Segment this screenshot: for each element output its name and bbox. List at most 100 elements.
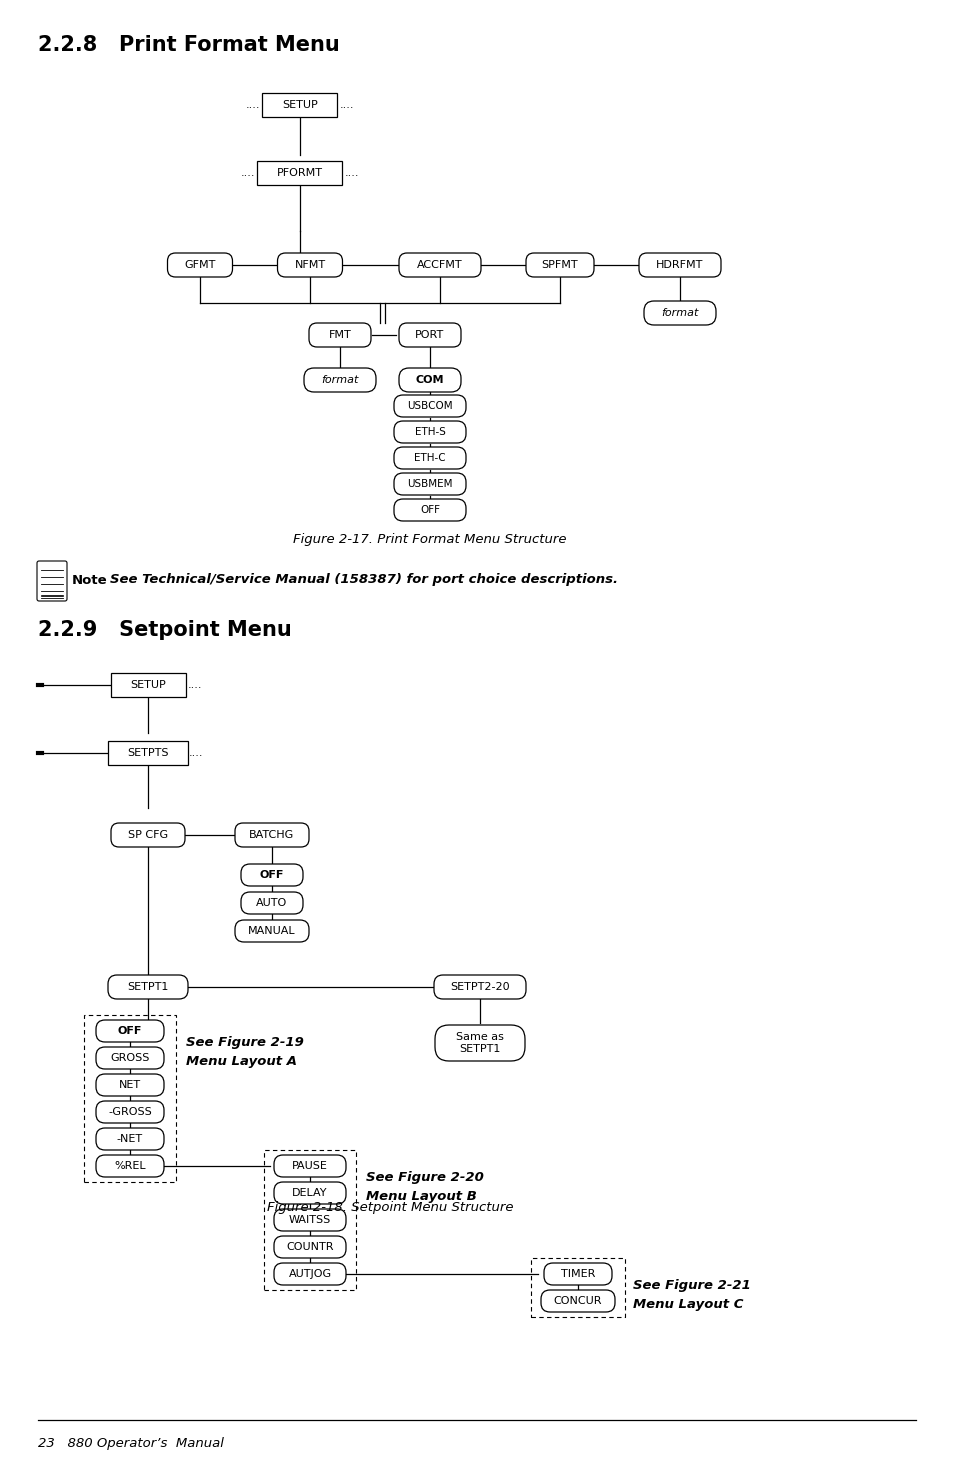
- Text: COUNTR: COUNTR: [286, 1242, 334, 1252]
- Bar: [84, 1015, 175, 1181]
- Text: SP CFG: SP CFG: [128, 830, 168, 839]
- Text: format: format: [321, 375, 358, 385]
- FancyBboxPatch shape: [96, 1074, 164, 1096]
- FancyBboxPatch shape: [96, 1100, 164, 1122]
- Text: PFORMT: PFORMT: [276, 168, 323, 178]
- Text: 23   880 Operator’s  Manual: 23 880 Operator’s Manual: [38, 1437, 224, 1450]
- Text: SETUP: SETUP: [282, 100, 317, 111]
- Text: %REL: %REL: [114, 1161, 146, 1171]
- FancyBboxPatch shape: [96, 1047, 164, 1069]
- Text: AUTJOG: AUTJOG: [288, 1268, 332, 1279]
- FancyBboxPatch shape: [277, 254, 342, 277]
- FancyBboxPatch shape: [643, 301, 716, 324]
- Text: See Figure 2-20
Menu Layout B: See Figure 2-20 Menu Layout B: [366, 1171, 483, 1204]
- Bar: [262, 93, 337, 117]
- Text: ....: ....: [245, 100, 260, 111]
- Bar: [257, 161, 342, 184]
- FancyBboxPatch shape: [639, 254, 720, 277]
- Text: PAUSE: PAUSE: [292, 1161, 328, 1171]
- Bar: [111, 673, 185, 698]
- Text: See Figure 2-19
Menu Layout A: See Figure 2-19 Menu Layout A: [186, 1035, 304, 1068]
- Text: BATCHG: BATCHG: [249, 830, 294, 839]
- Text: PORT: PORT: [415, 330, 444, 341]
- Bar: [264, 1150, 355, 1291]
- Text: HDRFMT: HDRFMT: [656, 260, 703, 270]
- Text: OFF: OFF: [259, 870, 284, 881]
- Bar: [108, 740, 188, 766]
- Text: ....: ....: [189, 748, 203, 758]
- Text: ....: ....: [339, 100, 355, 111]
- Text: SETUP: SETUP: [130, 680, 166, 690]
- Text: SPFMT: SPFMT: [541, 260, 578, 270]
- FancyBboxPatch shape: [434, 975, 525, 999]
- Text: TIMER: TIMER: [560, 1268, 595, 1279]
- Text: GFMT: GFMT: [184, 260, 215, 270]
- Text: NET: NET: [119, 1080, 141, 1090]
- FancyBboxPatch shape: [398, 367, 460, 392]
- Text: ACCFMT: ACCFMT: [416, 260, 462, 270]
- FancyBboxPatch shape: [274, 1210, 346, 1232]
- Text: OFF: OFF: [419, 504, 439, 515]
- Bar: [531, 1258, 624, 1317]
- FancyBboxPatch shape: [241, 864, 303, 886]
- FancyBboxPatch shape: [234, 920, 309, 943]
- Text: WAITSS: WAITSS: [289, 1215, 331, 1226]
- FancyBboxPatch shape: [234, 823, 309, 847]
- FancyBboxPatch shape: [398, 323, 460, 347]
- FancyBboxPatch shape: [394, 395, 465, 417]
- FancyBboxPatch shape: [274, 1236, 346, 1258]
- Text: GROSS: GROSS: [111, 1053, 150, 1063]
- Text: -NET: -NET: [117, 1134, 143, 1145]
- Text: ....: ....: [240, 168, 254, 178]
- FancyBboxPatch shape: [525, 254, 594, 277]
- FancyBboxPatch shape: [274, 1263, 346, 1285]
- FancyBboxPatch shape: [540, 1291, 615, 1311]
- Text: See Figure 2-21
Menu Layout C: See Figure 2-21 Menu Layout C: [633, 1279, 750, 1311]
- FancyBboxPatch shape: [96, 1021, 164, 1041]
- Text: ETH-C: ETH-C: [414, 453, 445, 463]
- FancyBboxPatch shape: [108, 975, 188, 999]
- FancyBboxPatch shape: [394, 447, 465, 469]
- Text: ETH-S: ETH-S: [415, 426, 445, 437]
- Text: SETPT1: SETPT1: [127, 982, 169, 993]
- Text: 2.2.8   Print Format Menu: 2.2.8 Print Format Menu: [38, 35, 339, 55]
- Text: COM: COM: [416, 375, 444, 385]
- Text: Figure 2-17. Print Format Menu Structure: Figure 2-17. Print Format Menu Structure: [293, 534, 566, 547]
- Text: NFMT: NFMT: [294, 260, 325, 270]
- Text: ....: ....: [345, 168, 359, 178]
- FancyBboxPatch shape: [394, 473, 465, 496]
- Text: AUTO: AUTO: [256, 898, 287, 909]
- FancyBboxPatch shape: [111, 823, 185, 847]
- Text: USBCOM: USBCOM: [407, 401, 453, 412]
- FancyBboxPatch shape: [309, 323, 371, 347]
- Text: 2.2.9   Setpoint Menu: 2.2.9 Setpoint Menu: [38, 620, 292, 640]
- Text: ....: ....: [188, 680, 202, 690]
- FancyBboxPatch shape: [96, 1155, 164, 1177]
- FancyBboxPatch shape: [168, 254, 233, 277]
- FancyBboxPatch shape: [435, 1025, 524, 1061]
- Text: USBMEM: USBMEM: [407, 479, 453, 490]
- FancyBboxPatch shape: [274, 1181, 346, 1204]
- FancyBboxPatch shape: [304, 367, 375, 392]
- Text: SETPT2-20: SETPT2-20: [450, 982, 509, 993]
- Text: Same as
SETPT1: Same as SETPT1: [456, 1032, 503, 1053]
- FancyBboxPatch shape: [398, 254, 480, 277]
- Text: MANUAL: MANUAL: [248, 926, 295, 937]
- Text: See Technical/Service Manual (158387) for port choice descriptions.: See Technical/Service Manual (158387) fo…: [110, 574, 618, 587]
- Text: DELAY: DELAY: [292, 1187, 328, 1198]
- Text: Figure 2-18. Setpoint Menu Structure: Figure 2-18. Setpoint Menu Structure: [267, 1201, 513, 1214]
- FancyBboxPatch shape: [241, 892, 303, 914]
- FancyBboxPatch shape: [543, 1263, 612, 1285]
- FancyBboxPatch shape: [394, 499, 465, 521]
- Text: OFF: OFF: [117, 1027, 142, 1035]
- FancyBboxPatch shape: [96, 1128, 164, 1150]
- FancyBboxPatch shape: [274, 1155, 346, 1177]
- FancyBboxPatch shape: [394, 420, 465, 442]
- Text: FMT: FMT: [328, 330, 351, 341]
- Text: SETPTS: SETPTS: [127, 748, 169, 758]
- Text: Note: Note: [71, 574, 108, 587]
- Text: format: format: [660, 308, 698, 319]
- Text: -GROSS: -GROSS: [108, 1108, 152, 1117]
- Text: CONCUR: CONCUR: [553, 1297, 601, 1305]
- FancyBboxPatch shape: [37, 560, 67, 600]
